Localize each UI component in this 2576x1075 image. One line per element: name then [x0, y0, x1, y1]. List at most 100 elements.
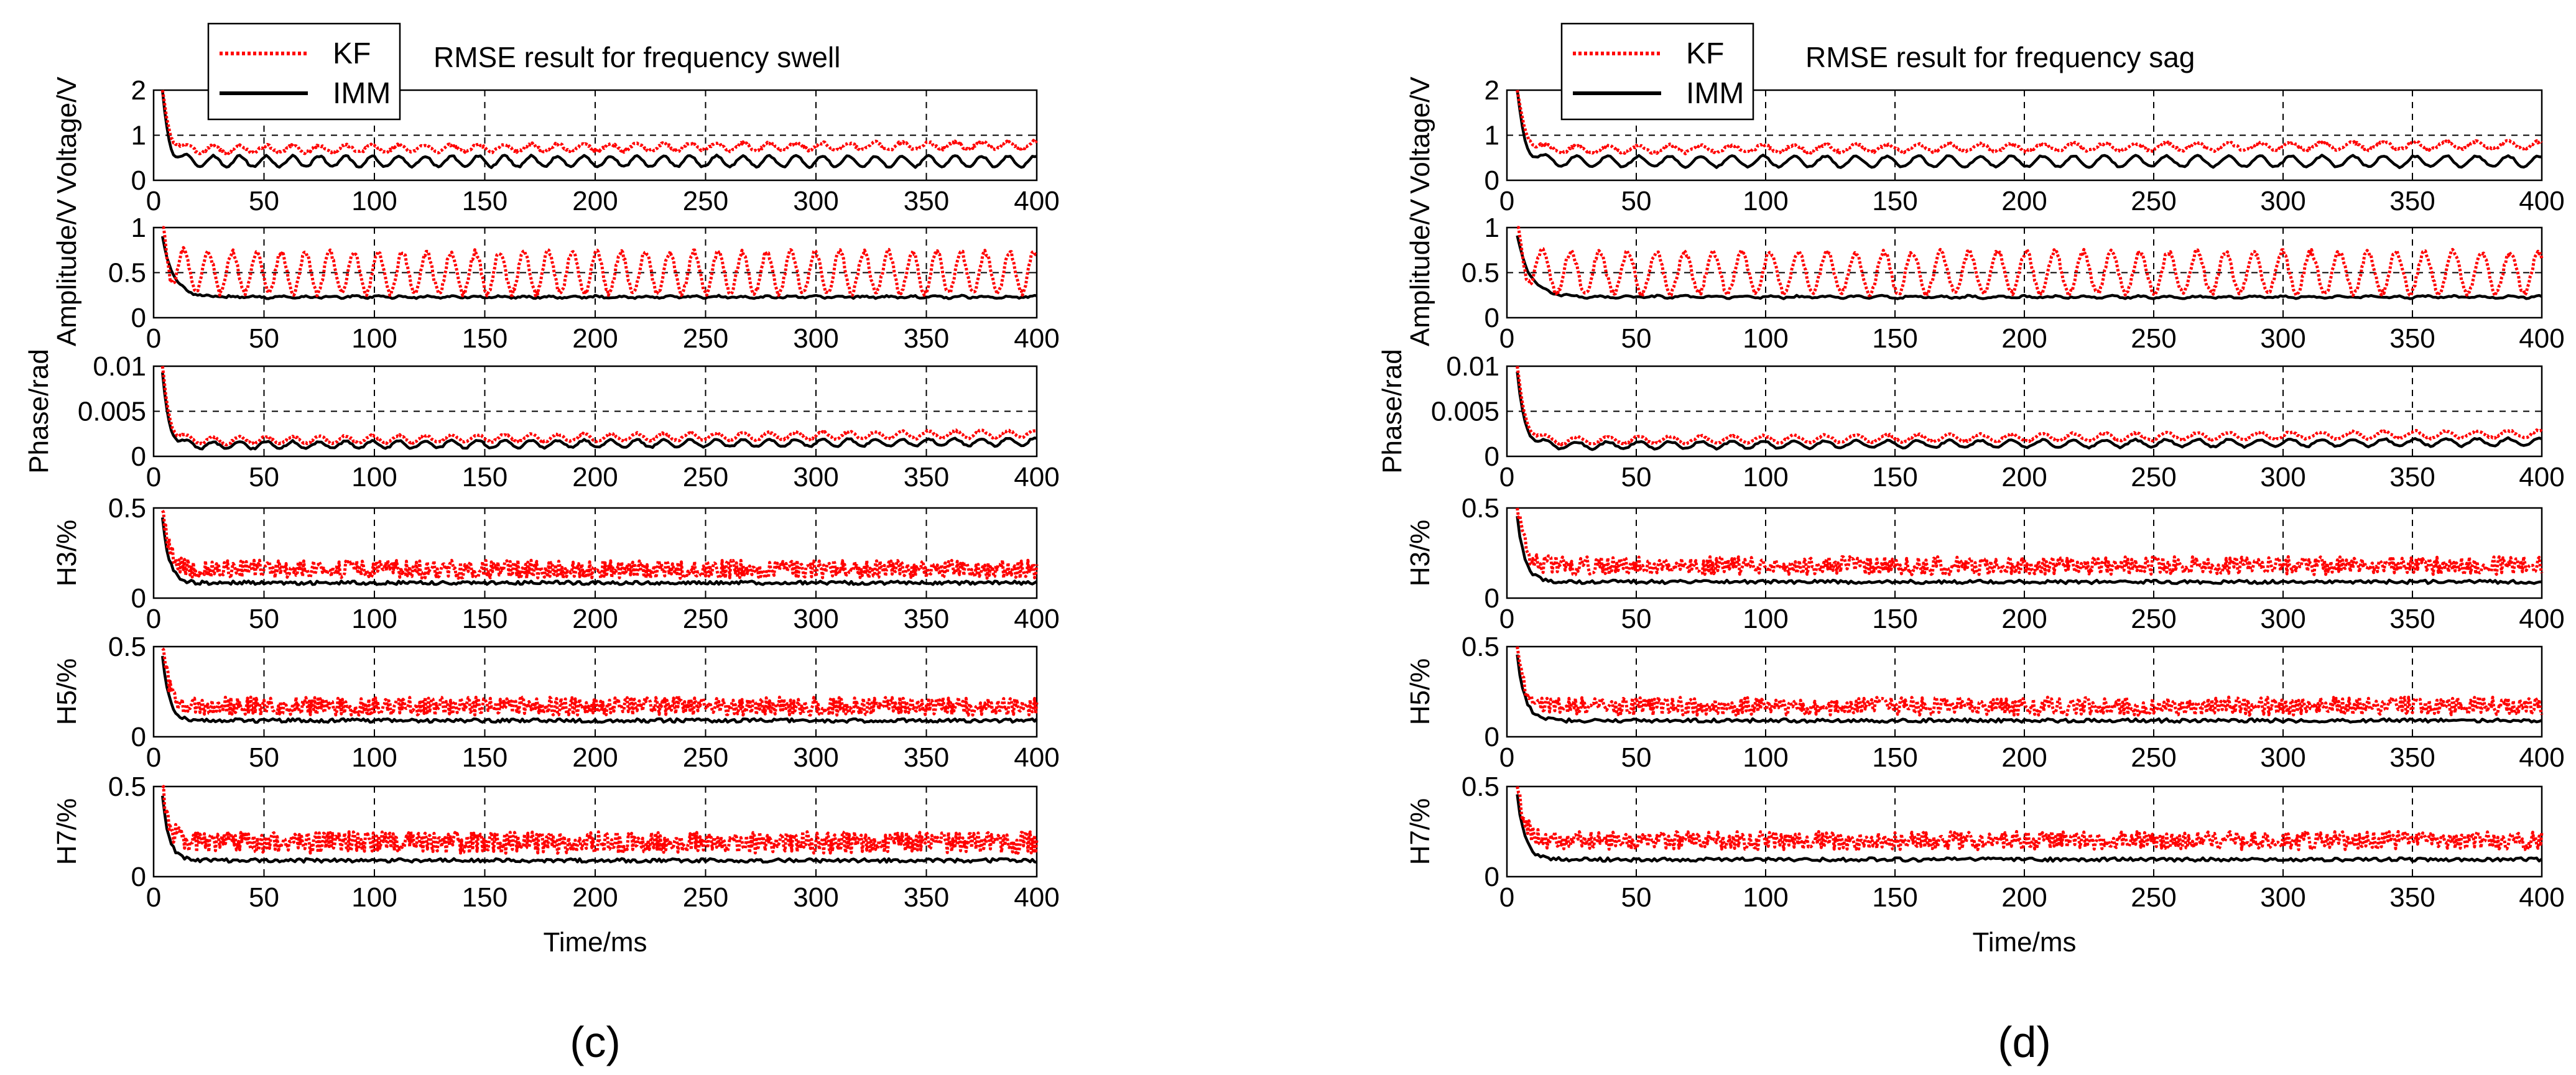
- y-tick-label: 0: [1485, 441, 1499, 472]
- subplot-1: 0 50 100 150 200 250 300 350 400 0 1 2 Voltage/V: [52, 75, 1060, 216]
- x-tick-label: 0: [146, 882, 161, 913]
- y-tick-label: 0.01: [1446, 351, 1499, 382]
- x-tick-label: 350: [904, 462, 949, 492]
- y-tick-label: 0.5: [1462, 493, 1499, 524]
- y-tick-label: 1: [131, 213, 146, 243]
- series-line-imm: [1516, 654, 2542, 724]
- x-tick-label: 400: [2519, 323, 2564, 354]
- x-tick-label: 50: [249, 462, 279, 492]
- x-tick-label: 300: [2260, 882, 2305, 913]
- legend-label-imm: IMM: [1686, 77, 1744, 110]
- x-tick-label: 400: [1014, 882, 1059, 913]
- subplot-1: 0 50 100 150 200 250 300 350 400 0 1 2 Voltage/V: [1405, 75, 2565, 216]
- series-line-kf: [161, 647, 1039, 717]
- x-tick-label: 50: [1621, 604, 1652, 634]
- y-tick-label: 0: [1485, 165, 1499, 196]
- x-tick-label: 0: [146, 604, 161, 634]
- x-tick-label: 150: [462, 882, 507, 913]
- x-tick-label: 250: [683, 186, 728, 216]
- y-axis-label: Amplitude/V: [52, 198, 82, 346]
- x-tick-label: 350: [904, 742, 949, 773]
- x-tick-label: 200: [2001, 186, 2047, 216]
- y-tick-label: 2: [131, 75, 146, 106]
- series-line-imm: [1516, 90, 2542, 169]
- x-tick-label: 400: [2519, 462, 2564, 492]
- x-tick-label: 200: [572, 882, 618, 913]
- x-tick-label: 100: [351, 186, 397, 216]
- x-tick-label: 200: [2001, 462, 2047, 492]
- x-tick-label: 400: [1014, 742, 1059, 773]
- y-axis-label: H7/%: [1405, 798, 1435, 865]
- x-tick-label: 350: [904, 882, 949, 913]
- x-tick-label: 0: [1499, 323, 1514, 354]
- x-tick-label: 150: [462, 604, 507, 634]
- x-tick-label: 50: [1621, 462, 1652, 492]
- x-tick-label: 300: [2260, 604, 2305, 634]
- x-tick-label: 100: [351, 604, 397, 634]
- y-axis-label: Amplitude/V: [1405, 198, 1435, 346]
- x-tick-label: 0: [1499, 186, 1514, 216]
- x-tick-label: 400: [2519, 186, 2564, 216]
- x-tick-label: 300: [793, 462, 838, 492]
- x-tick-label: 150: [1872, 186, 1917, 216]
- x-tick-label: 250: [2131, 462, 2176, 492]
- x-tick-label: 100: [1743, 186, 1788, 216]
- y-tick-label: 0: [1485, 722, 1499, 752]
- x-axis-label: Time/ms: [543, 927, 647, 957]
- chart-title: RMSE result for frequency swell: [433, 41, 840, 73]
- y-axis-label: Phase/rad: [1377, 349, 1407, 474]
- y-tick-label: 0: [131, 303, 146, 333]
- x-tick-label: 250: [2131, 323, 2176, 354]
- series-line-imm: [160, 372, 1037, 451]
- series-line-imm: [1516, 235, 2542, 300]
- x-tick-label: 400: [2519, 604, 2564, 634]
- series-line-kf: [1516, 786, 2544, 851]
- x-tick-label: 400: [1014, 186, 1059, 216]
- x-tick-label: 350: [904, 186, 949, 216]
- x-tick-label: 300: [2260, 186, 2305, 216]
- series-line-imm: [160, 90, 1037, 169]
- x-tick-label: 150: [1872, 882, 1917, 913]
- series-line-kf: [160, 366, 1038, 446]
- x-tick-label: 0: [146, 323, 161, 354]
- x-tick-label: 300: [793, 882, 838, 913]
- x-tick-label: 300: [2260, 323, 2305, 354]
- legend: KF IMM: [207, 22, 401, 121]
- y-tick-label: 0.5: [108, 493, 146, 524]
- x-tick-label: 0: [146, 186, 161, 216]
- x-tick-label: 0: [146, 742, 161, 773]
- x-tick-label: 50: [1621, 323, 1652, 354]
- series-line-imm: [1516, 371, 2542, 451]
- x-tick-label: 200: [2001, 323, 2047, 354]
- subplot-6: 0 50 100 150 200 250 300 350 400 0 0.5 H7/%: [1405, 772, 2565, 913]
- x-tick-label: 50: [249, 742, 279, 773]
- y-axis-label: H5/%: [1405, 658, 1435, 726]
- x-tick-label: 250: [683, 742, 728, 773]
- x-tick-label: 100: [351, 882, 397, 913]
- x-tick-label: 200: [2001, 742, 2047, 773]
- subplot-4: 0 50 100 150 200 250 300 350 400 0 0.5 H3/%: [1405, 493, 2565, 634]
- y-tick-label: 0.5: [1462, 772, 1499, 802]
- y-axis-label: Phase/rad: [24, 349, 54, 474]
- x-tick-label: 200: [572, 186, 618, 216]
- panel-label: (d): [1998, 1018, 2051, 1066]
- x-tick-label: 50: [1621, 742, 1652, 773]
- x-tick-label: 100: [1743, 742, 1788, 773]
- x-tick-label: 150: [1872, 742, 1917, 773]
- legend-box: [1560, 22, 1754, 121]
- x-tick-label: 300: [793, 604, 838, 634]
- x-tick-label: 300: [2260, 742, 2305, 773]
- x-tick-label: 150: [1872, 604, 1917, 634]
- series-line-kf: [1516, 90, 2543, 155]
- x-tick-label: 250: [683, 462, 728, 492]
- series-line-imm: [160, 795, 1037, 864]
- y-tick-label: 0.5: [108, 772, 146, 802]
- x-tick-label: 50: [249, 186, 279, 216]
- x-tick-label: 250: [2131, 186, 2176, 216]
- x-tick-label: 250: [683, 882, 728, 913]
- y-tick-label: 0.005: [1431, 397, 1499, 427]
- y-tick-label: 1: [1485, 213, 1499, 243]
- x-tick-label: 250: [2131, 742, 2176, 773]
- series-line-imm: [160, 236, 1037, 300]
